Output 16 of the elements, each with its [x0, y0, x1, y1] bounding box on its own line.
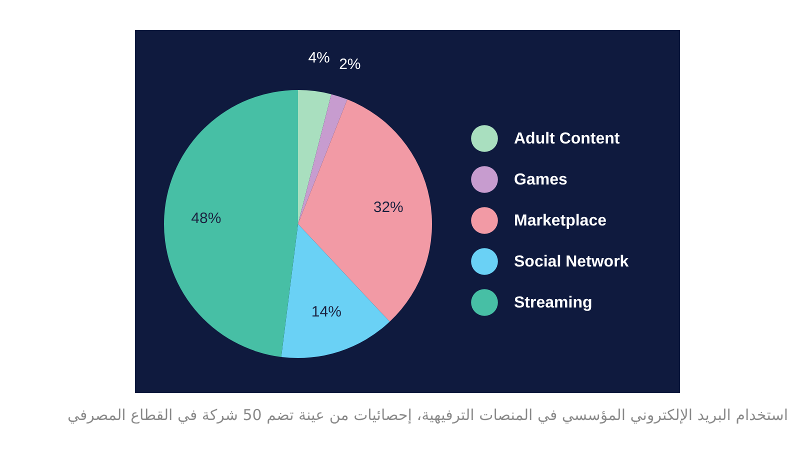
legend-label: Games [514, 172, 568, 188]
pie-slice [164, 90, 298, 357]
legend-label: Marketplace [514, 212, 607, 230]
data-label: 4% [308, 49, 330, 66]
legend-label: Streaming [514, 294, 592, 312]
pie-slice [281, 224, 390, 358]
data-label: 48% [191, 210, 222, 228]
legend-label: Social Network [514, 254, 629, 270]
data-label: 14% [311, 303, 342, 320]
data-label: 32% [373, 198, 404, 216]
pie-slice [298, 99, 432, 322]
pie-slice [298, 94, 348, 224]
legend-label: Adult Content [514, 130, 620, 148]
pie-slice [298, 90, 332, 224]
data-label: 2% [339, 56, 361, 74]
text: استخدام البريد الإلكتروني المؤسسي في المنصات الترفيهية، إحصائيات من عينة تضم 50 شركة في القطاع المصرفي [66, 406, 788, 424]
